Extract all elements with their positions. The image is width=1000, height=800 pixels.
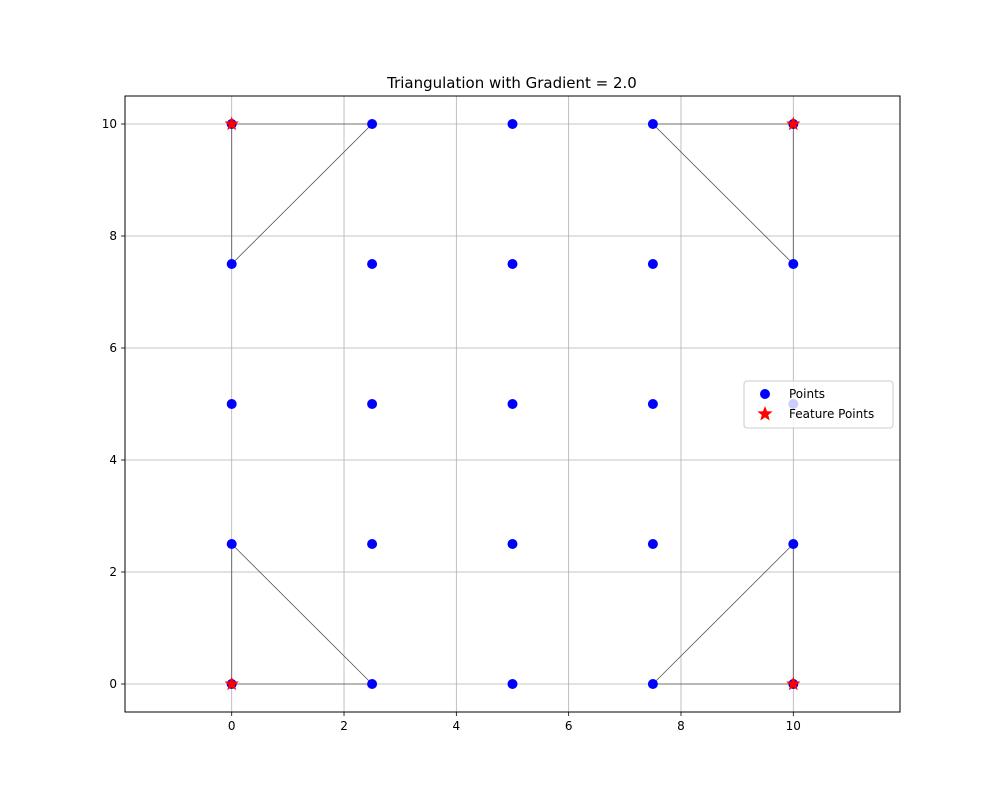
data-point [507,539,518,549]
data-point [788,259,799,269]
x-tick-label: 8 [677,719,685,733]
data-point [647,679,658,689]
triangulation-edge [231,543,373,685]
legend-feature-label: Feature Points [789,407,874,421]
y-tick-label: 10 [102,117,117,131]
y-tick-label: 6 [109,341,117,355]
feature-point-star [786,116,801,131]
feature-point-star [786,676,801,691]
data-point [507,399,518,409]
x-tick-label: 6 [565,719,573,733]
triangulation-edge [231,123,373,265]
data-point [367,679,378,689]
x-tick-label: 0 [228,719,236,733]
y-tick-label: 2 [109,565,117,579]
y-tick-label: 4 [109,453,117,467]
legend-feature-marker [757,406,773,421]
data-point [226,399,237,409]
plot-frame [124,95,901,713]
data-points [226,119,799,689]
triangulation-edge [652,543,794,685]
data-point [647,119,658,129]
feature-point-star [224,116,239,131]
data-point [647,259,658,269]
y-tick-label: 0 [109,677,117,691]
chart-title: Triangulation with Gradient = 2.0 [386,74,637,92]
data-point [367,119,378,129]
y-axis-ticks: 0 2 4 6 8 10 [102,117,125,691]
triangulation-edges [231,123,794,685]
data-point [367,259,378,269]
data-point [647,399,658,409]
legend: Points Feature Points [743,380,894,429]
x-axis-ticks: 0 2 4 6 8 10 [228,712,801,733]
legend-box [743,380,894,429]
data-point [507,259,518,269]
feature-points [224,116,801,691]
data-point [226,259,237,269]
legend-points-marker [760,389,770,399]
data-point [788,539,799,549]
data-point [507,679,518,689]
feature-point-star [224,676,239,691]
data-point [367,539,378,549]
legend-points-label: Points [789,387,825,401]
x-tick-label: 10 [786,719,801,733]
data-point [226,539,237,549]
triangulation-edge [652,123,794,265]
data-point [507,119,518,129]
x-tick-label: 2 [340,719,348,733]
data-point [647,539,658,549]
data-point [367,399,378,409]
x-tick-label: 4 [453,719,461,733]
y-tick-label: 8 [109,229,117,243]
